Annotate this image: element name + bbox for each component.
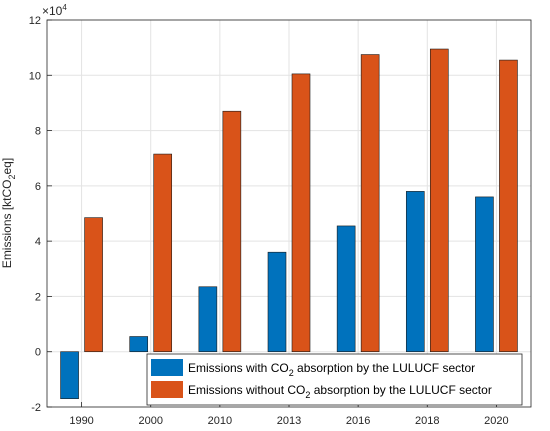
bar-with-absorption-2020 — [475, 196, 494, 353]
legend-swatch-with-absorption — [151, 359, 183, 376]
x-tick-label: 2016 — [346, 415, 370, 427]
bar-with-absorption-2018 — [405, 191, 425, 353]
legend-label-with-absorption: Emissions with CO2 absorption by the LUL… — [188, 361, 475, 378]
bar-without-absorption-2016 — [360, 54, 380, 353]
bar-without-absorption-1990 — [84, 217, 103, 353]
x-tick-label: 2018 — [415, 415, 439, 427]
bar-without-absorption-2020 — [499, 59, 518, 353]
bars — [60, 48, 518, 400]
y-tick-label: 0 — [35, 347, 41, 359]
bar-without-absorption-2018 — [429, 48, 449, 353]
x-tick-label: 2010 — [208, 415, 232, 427]
y-tick-label: 8 — [35, 126, 41, 138]
y-tick-label: 10 — [29, 70, 41, 82]
bar-with-absorption-2000 — [129, 336, 149, 353]
bar-without-absorption-2010 — [222, 110, 242, 353]
y-tick-label: -2 — [31, 402, 41, 414]
bar-with-absorption-2016 — [336, 225, 356, 353]
bar-with-absorption-2013 — [267, 251, 287, 353]
bar-with-absorption-1990 — [60, 351, 79, 400]
legend: Emissions with CO2 absorption by the LUL… — [146, 353, 523, 406]
x-tick-label: 2020 — [484, 415, 508, 427]
x-tick-label: 2013 — [277, 415, 301, 427]
y-tick-label: 2 — [35, 291, 41, 303]
y-multiplier: ×104 — [42, 3, 67, 18]
plot-area-border — [46, 19, 532, 408]
legend-box — [146, 353, 523, 406]
y-tick-label: 6 — [35, 181, 41, 193]
bar-without-absorption-2013 — [291, 73, 311, 353]
y-axis-label: Emissions [ktCO2eq] — [0, 158, 17, 268]
x-tick-label: 2000 — [138, 415, 162, 427]
legend-label-without-absorption: Emissions without CO2 absorption by the … — [188, 383, 492, 400]
y-tick-label: 12 — [29, 15, 41, 27]
legend-swatch-without-absorption — [151, 381, 183, 398]
y-tick-label: 4 — [35, 236, 41, 248]
x-tick-label: 1990 — [69, 415, 93, 427]
tick-labels: -2 0 2 4 6 8 10 12 1990 2000 2010 2013 2016 2018 2020 — [29, 15, 509, 427]
bar-with-absorption-2010 — [198, 286, 218, 353]
bar-without-absorption-2000 — [153, 153, 173, 353]
